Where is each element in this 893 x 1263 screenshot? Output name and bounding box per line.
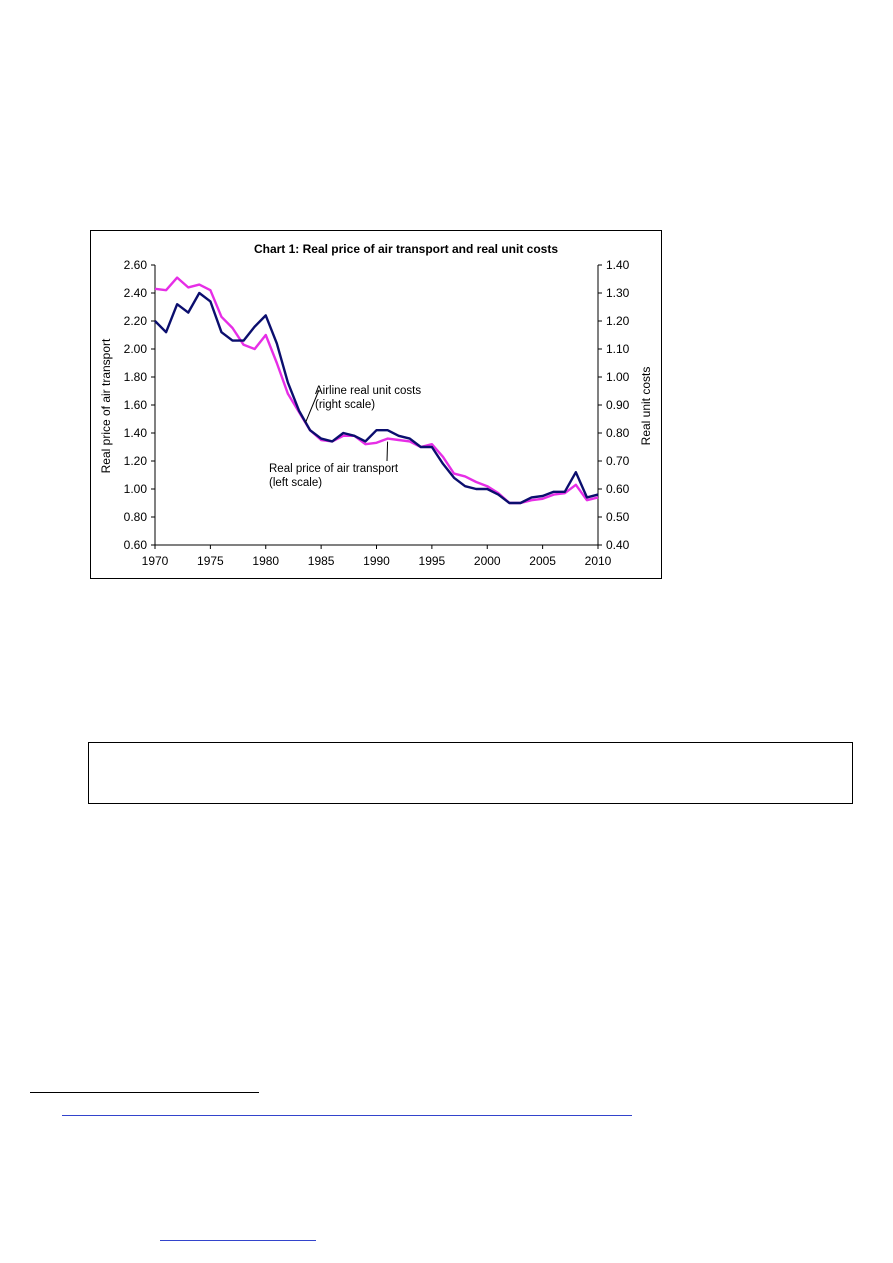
x-tick-label: 1995 [419,554,446,568]
x-tick-label: 1975 [197,554,224,568]
y-left-tick-label: 0.60 [124,538,148,552]
y-left-tick-label: 1.80 [124,370,148,384]
y-right-tick-label: 0.70 [606,454,630,468]
annotation-label: (right scale) [315,399,375,411]
y-right-tick-label: 0.40 [606,538,630,552]
chart-container: Chart 1: Real price of air transport and… [90,230,662,579]
x-tick-label: 1985 [308,554,335,568]
y-left-tick-label: 1.60 [124,398,148,412]
y-right-tick-label: 0.60 [606,482,630,496]
x-tick-label: 1990 [363,554,390,568]
y-right-tick-label: 1.20 [606,314,630,328]
x-tick-label: 2010 [585,554,612,568]
y-right-tick-label: 0.50 [606,510,630,524]
hyperlink-underline[interactable] [62,1115,632,1116]
y-left-tick-label: 2.20 [124,314,148,328]
x-tick-label: 1980 [252,554,279,568]
y-left-tick-label: 1.20 [124,454,148,468]
chart-title: Chart 1: Real price of air transport and… [254,242,558,256]
y-right-tick-label: 1.00 [606,370,630,384]
y-right-tick-label: 1.30 [606,286,630,300]
annotation-label: Airline real unit costs [315,385,421,397]
y-right-tick-label: 1.40 [606,258,630,272]
empty-text-box [88,742,853,804]
annotation-label: (left scale) [269,477,322,489]
y-left-tick-label: 0.80 [124,510,148,524]
footnote-separator [30,1092,259,1093]
x-tick-label: 1970 [142,554,169,568]
y-right-tick-label: 0.80 [606,426,630,440]
y-left-tick-label: 2.40 [124,286,148,300]
x-tick-label: 2000 [474,554,501,568]
y-axis-right-label: Real unit costs [639,367,653,446]
y-right-tick-label: 1.10 [606,342,630,356]
series-line-unit-costs [154,291,599,505]
annotation-label: Real price of air transport [269,463,399,475]
annotation-arrow [386,441,389,462]
hyperlink-underline[interactable] [160,1240,316,1241]
y-axis-left-label: Real price of air transport [99,338,113,473]
chart-svg: Chart 1: Real price of air transport and… [99,242,653,568]
y-left-tick-label: 1.00 [124,482,148,496]
annotation-arrow [305,389,320,423]
x-tick-label: 2005 [529,554,556,568]
y-right-tick-label: 0.90 [606,398,630,412]
y-left-tick-label: 2.60 [124,258,148,272]
y-left-tick-label: 1.40 [124,426,148,440]
y-left-tick-label: 2.00 [124,342,148,356]
